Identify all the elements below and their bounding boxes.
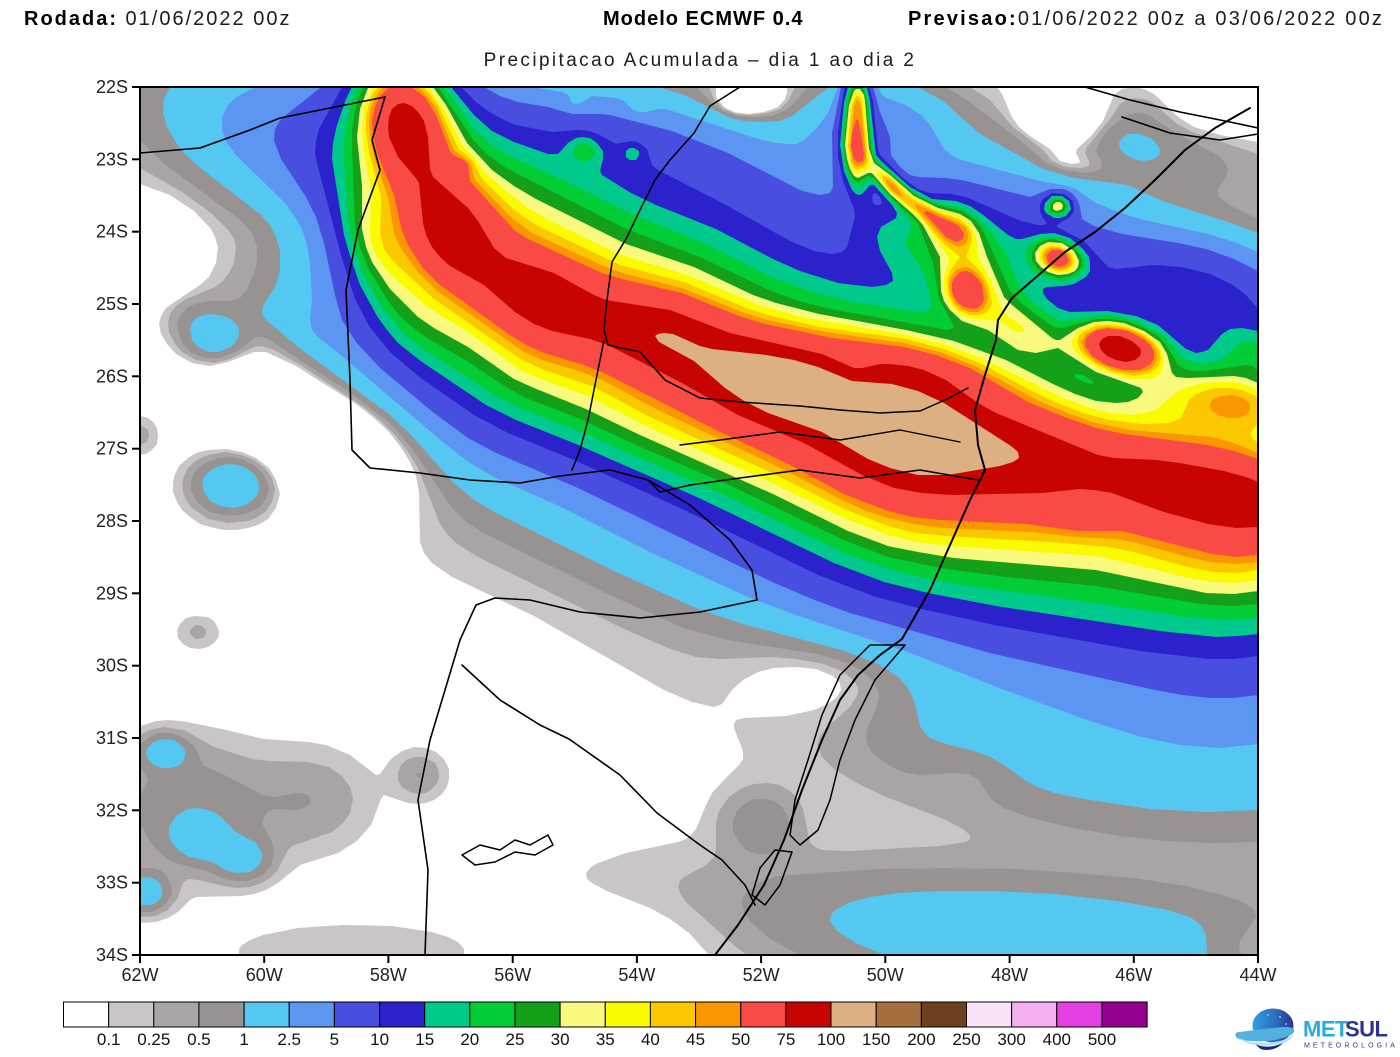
svg-text:5: 5 <box>330 1030 339 1049</box>
svg-text:28S: 28S <box>96 511 128 531</box>
svg-text:150: 150 <box>862 1030 890 1049</box>
svg-text:24S: 24S <box>96 222 128 242</box>
svg-text:50: 50 <box>731 1030 750 1049</box>
svg-text:250: 250 <box>952 1030 980 1049</box>
svg-text:40: 40 <box>641 1030 660 1049</box>
svg-text:MET: MET <box>1303 1017 1349 1042</box>
svg-text:29S: 29S <box>96 583 128 603</box>
svg-text:METEOROLOGIA: METEOROLOGIA <box>1304 1043 1398 1050</box>
svg-text:20: 20 <box>460 1030 479 1049</box>
svg-text:1: 1 <box>239 1030 248 1049</box>
svg-text:15: 15 <box>415 1030 434 1049</box>
svg-text:46W: 46W <box>1115 965 1152 985</box>
svg-text:500: 500 <box>1088 1030 1116 1049</box>
svg-text:75: 75 <box>776 1030 795 1049</box>
svg-text:200: 200 <box>907 1030 935 1049</box>
svg-text:0.1: 0.1 <box>97 1030 121 1049</box>
svg-text:SUL: SUL <box>1345 1017 1388 1042</box>
svg-text:60W: 60W <box>246 965 283 985</box>
svg-text:31S: 31S <box>96 728 128 748</box>
svg-text:35: 35 <box>596 1030 615 1049</box>
svg-text:400: 400 <box>1043 1030 1071 1049</box>
svg-text:54W: 54W <box>618 965 655 985</box>
svg-text:30S: 30S <box>96 656 128 676</box>
svg-text:44W: 44W <box>1239 965 1276 985</box>
svg-text:27S: 27S <box>96 439 128 459</box>
svg-text:25: 25 <box>506 1030 525 1049</box>
svg-text:0.25: 0.25 <box>137 1030 170 1049</box>
svg-text:100: 100 <box>817 1030 845 1049</box>
svg-text:45: 45 <box>686 1030 705 1049</box>
svg-text:52W: 52W <box>743 965 780 985</box>
svg-text:50W: 50W <box>867 965 904 985</box>
svg-text:58W: 58W <box>370 965 407 985</box>
svg-text:22S: 22S <box>96 77 128 97</box>
svg-text:26S: 26S <box>96 366 128 386</box>
svg-text:2.5: 2.5 <box>277 1030 301 1049</box>
svg-text:0.5: 0.5 <box>187 1030 211 1049</box>
svg-text:48W: 48W <box>991 965 1028 985</box>
svg-text:300: 300 <box>997 1030 1025 1049</box>
svg-text:23S: 23S <box>96 149 128 169</box>
svg-text:25S: 25S <box>96 294 128 314</box>
svg-text:32S: 32S <box>96 800 128 820</box>
svg-text:56W: 56W <box>494 965 531 985</box>
svg-text:30: 30 <box>551 1030 570 1049</box>
svg-text:62W: 62W <box>121 965 158 985</box>
svg-text:34S: 34S <box>96 945 128 965</box>
svg-text:10: 10 <box>370 1030 389 1049</box>
svg-text:33S: 33S <box>96 873 128 893</box>
